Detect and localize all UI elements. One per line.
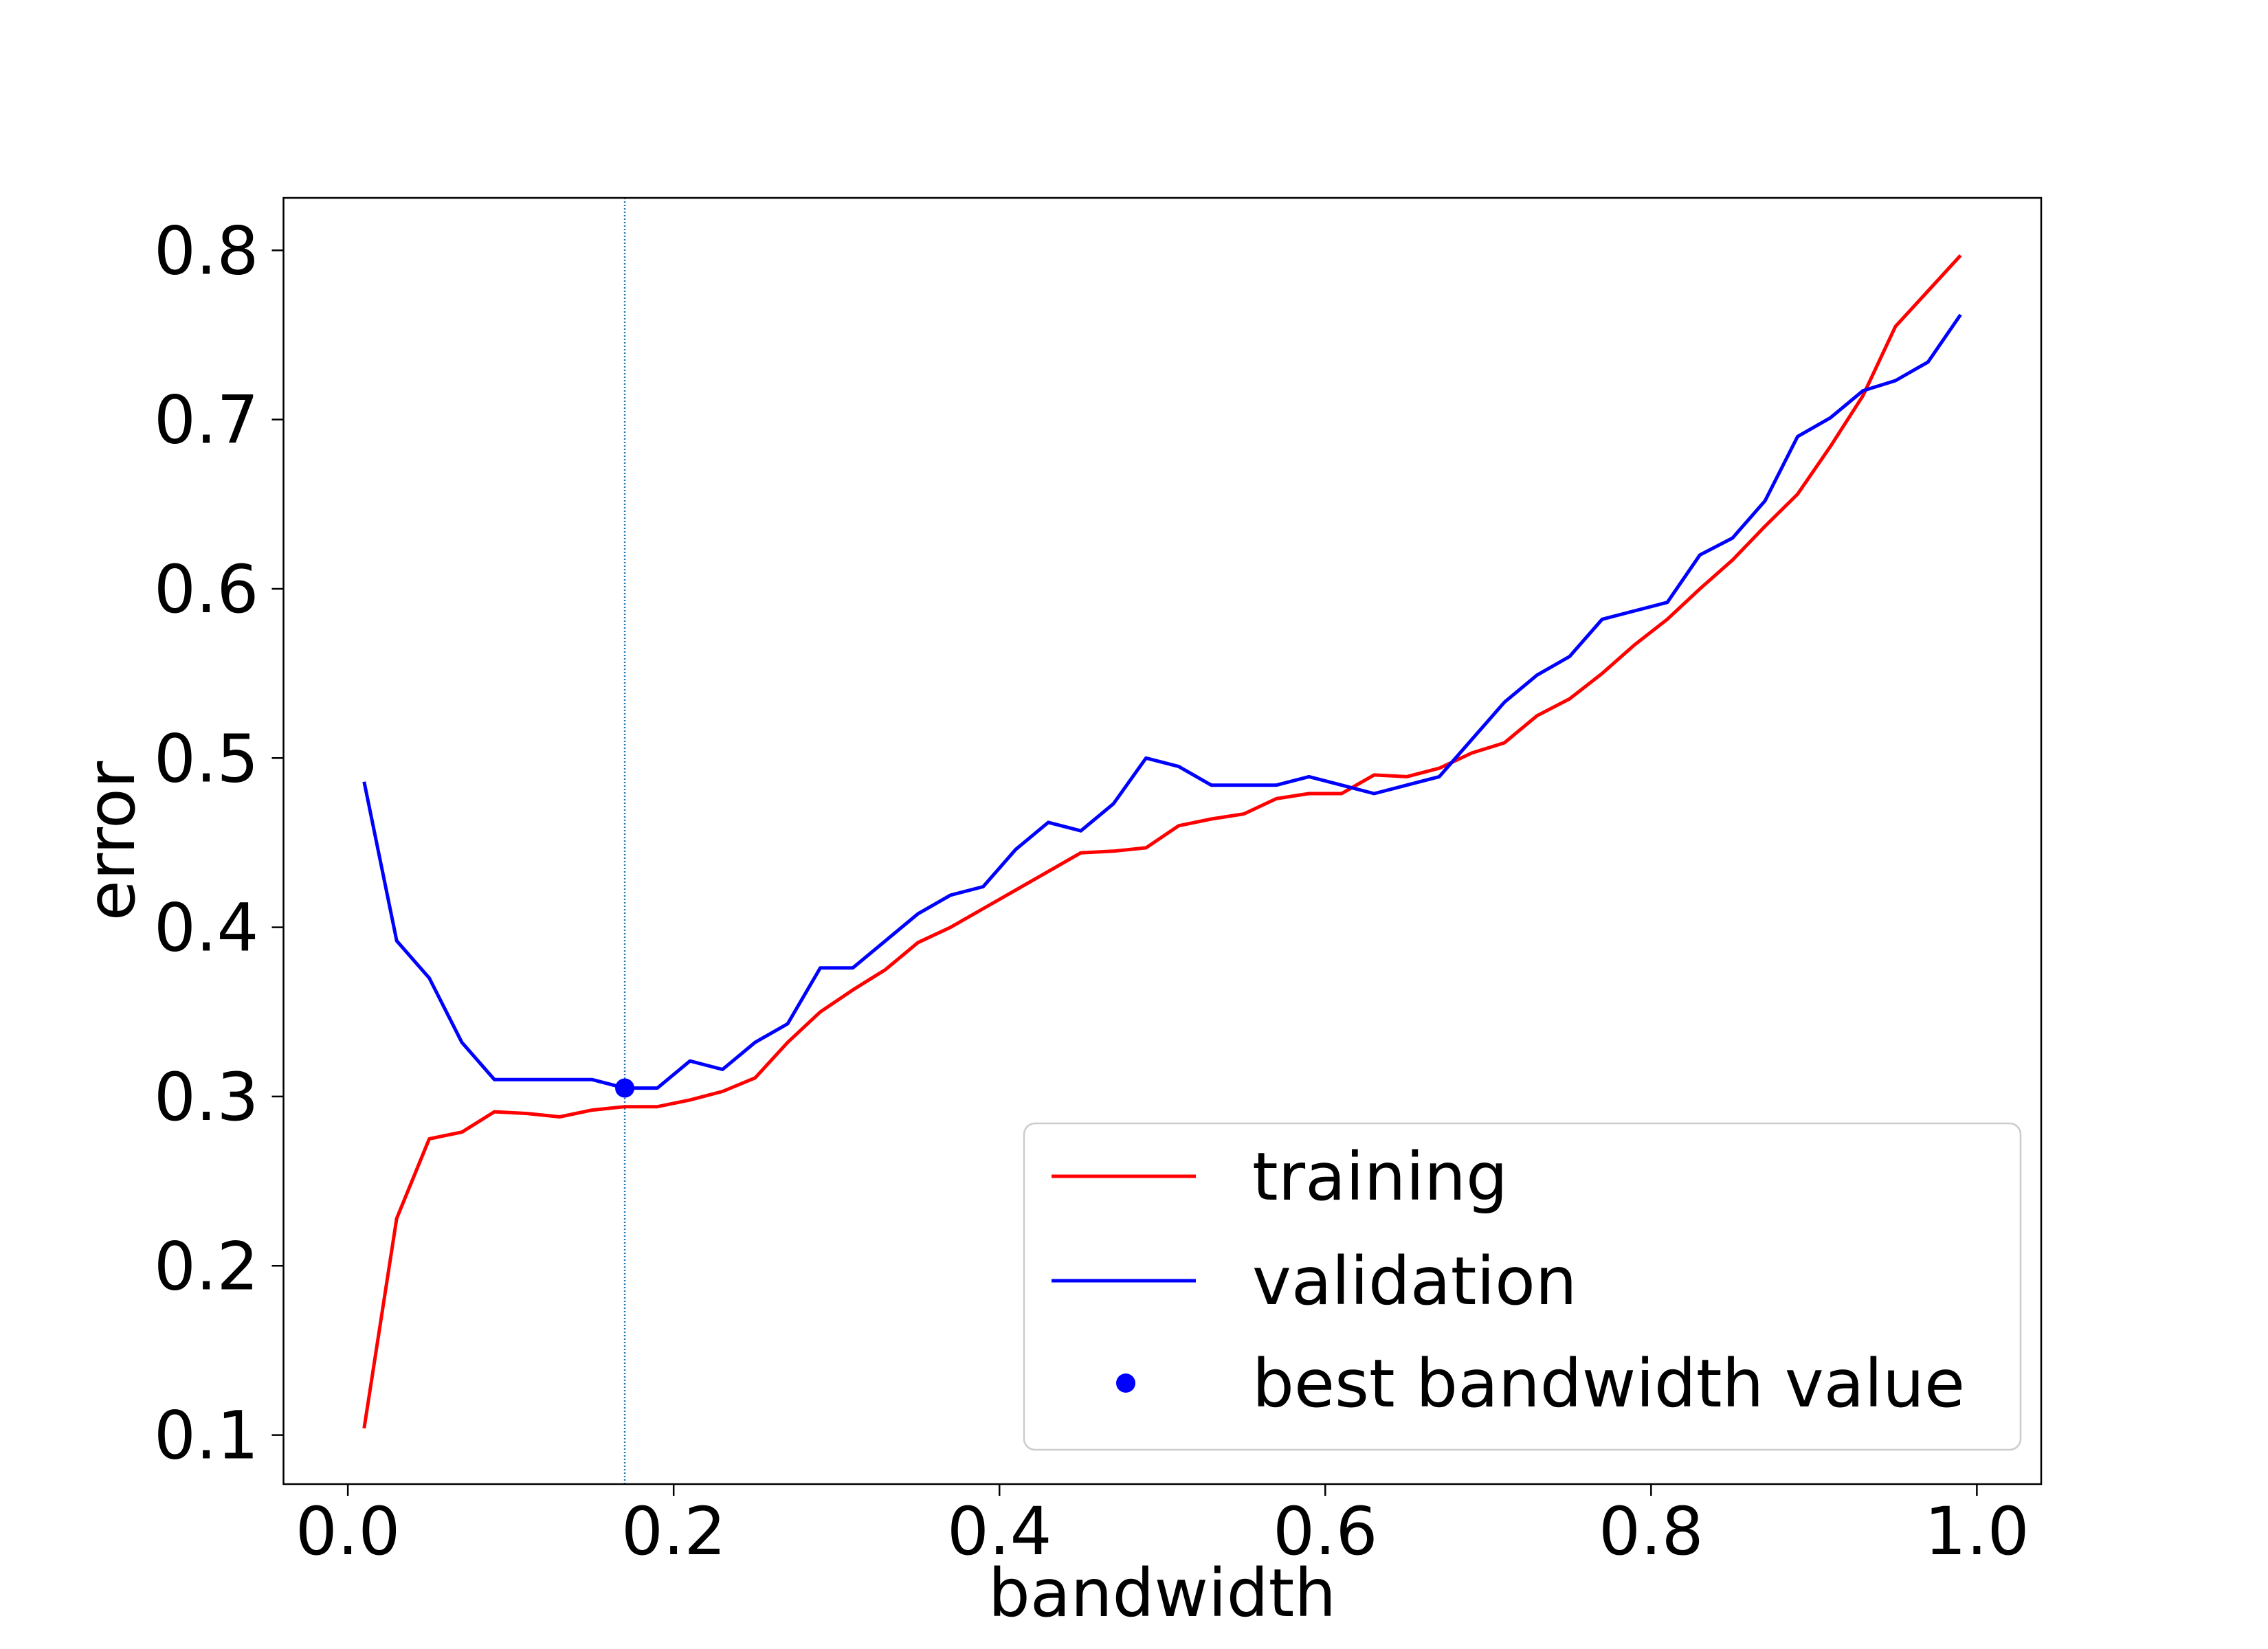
axes-frame [282,197,2043,1485]
training-line [362,254,1962,1429]
best-bandwidth-point [615,1078,635,1098]
y-tick-label: 0.3 [154,1059,259,1136]
y-tick-label: 0.1 [154,1398,259,1474]
y-tick-label: 0.5 [154,720,259,797]
legend: training validation best bandwidth value [1023,1122,2022,1451]
legend-validation-label: validation [1252,1243,1577,1320]
y-tick-label: 0.7 [154,382,259,459]
legend-best-label: best bandwidth value [1252,1345,1965,1422]
x-tick-label: 0.8 [1599,1493,1704,1570]
y-tick-label: 0.4 [154,890,259,967]
x-tick-label: 0.6 [1273,1493,1378,1570]
y-axis-label: error [73,761,150,921]
x-axis-label: bandwidth [988,1555,1336,1632]
y-tick-label: 0.2 [154,1228,259,1305]
plot-area [362,198,1962,1484]
legend-best-marker [1116,1373,1135,1393]
x-tick-label: 1.0 [1924,1493,2030,1570]
y-tick-label: 0.8 [154,212,259,289]
x-tick-label: 0.2 [621,1493,726,1570]
x-tick-label: 0.4 [947,1493,1052,1570]
x-tick-label: 0.0 [296,1493,401,1570]
legend-box [1023,1122,2022,1451]
axis-ticks: 0.0 0.2 0.4 0.6 0.8 1.0 0.1 0.2 0.3 0.4 0.5 0.6 0.7 0… [154,212,2030,1570]
legend-training-label: training [1252,1138,1508,1215]
y-tick-label: 0.6 [154,551,259,628]
